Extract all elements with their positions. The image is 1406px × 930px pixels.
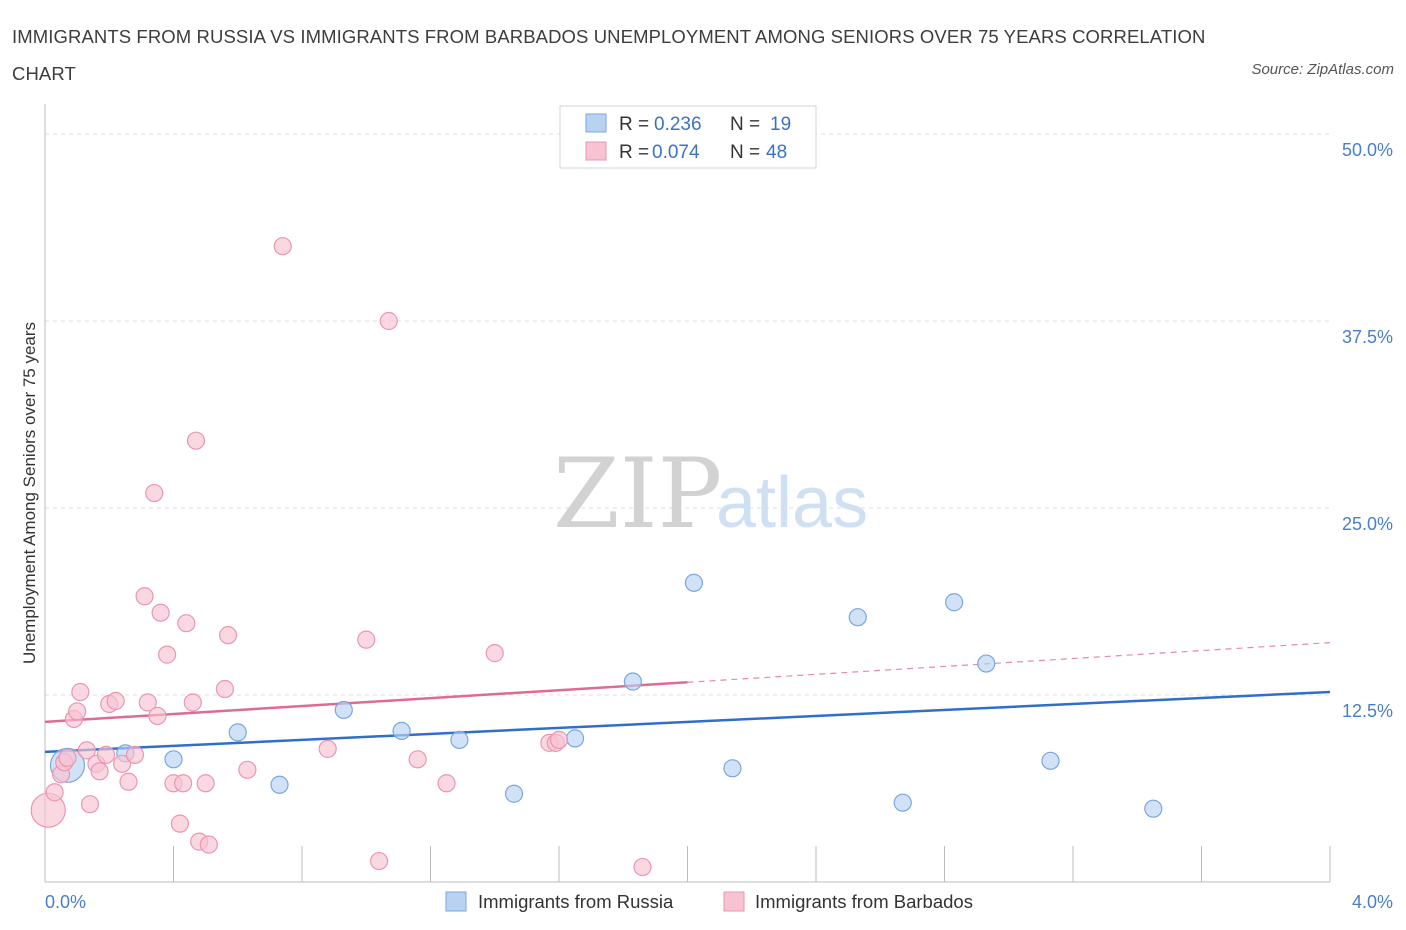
point-barbados-36 [273,237,292,256]
legend-n-value-russia: 19 [770,114,791,135]
point-barbados-8 [77,741,96,760]
legend-n-label-russia: N = [730,114,760,135]
point-barbados-43 [485,644,504,663]
point-barbados-21 [148,706,167,726]
legend-r-label-barbados: R = [619,142,649,163]
point-russia-12 [723,759,742,778]
point-barbados-47 [549,730,569,749]
legend-n-label-barbados: N = [730,142,760,163]
bottom-legend-label-russia: Immigrants from Russia [478,891,674,912]
point-barbados-15 [112,754,132,773]
point-barbados-25 [170,814,190,833]
point-russia-14 [893,793,912,812]
point-russia-9 [565,729,585,748]
legend-top: R = 0.236 N = 19 R = 0.074 N = 48 [559,105,817,169]
point-barbados-18 [135,587,154,606]
legend-swatch-barbados [585,141,607,161]
point-barbados-6 [68,702,87,721]
y-tick-label-2: 37.5% [1342,327,1393,347]
point-barbados-39 [370,851,389,871]
point-barbados-27 [177,614,196,633]
bottom-legend-swatch-russia [445,891,467,912]
legend-r-label-russia: R = [619,114,649,135]
point-barbados-34 [219,626,238,645]
point-barbados-31 [196,774,215,793]
legend-bottom: Immigrants from Russia Immigrants from B… [445,891,973,912]
point-russia-10 [623,672,642,691]
point-russia-8 [504,784,524,803]
legend-r-value-russia: 0.236 [654,114,702,135]
point-barbados-16 [119,772,138,791]
point-barbados-40 [379,311,398,331]
point-barbados-26 [174,774,193,793]
watermark-atlas: atlas [716,463,868,543]
legend-n-value-barbados: 48 [766,142,787,163]
point-barbados-32 [199,835,218,854]
point-barbados-20 [145,483,164,503]
point-barbados-19 [138,693,157,712]
watermark: ZIP atlas [553,438,868,550]
bottom-legend-swatch-barbados [723,891,745,912]
point-barbados-29 [186,431,206,450]
point-russia-3 [228,723,247,742]
point-barbados-41 [408,750,427,769]
point-barbados-42 [437,774,456,793]
data-points [30,237,1163,877]
point-barbados-17 [125,745,145,764]
legend-swatch-russia [585,113,607,133]
x-tick-label-0: 0.0% [45,892,86,912]
point-russia-6 [392,721,411,741]
point-barbados-9 [80,795,100,814]
point-russia-15 [945,593,964,612]
point-barbados-23 [157,645,177,664]
point-russia-4 [270,775,289,794]
point-russia-18 [1144,799,1163,818]
bottom-legend-label-barbados: Immigrants from Barbados [755,891,973,912]
point-barbados-4 [58,748,77,767]
point-barbados-38 [357,630,376,649]
grid-lines [45,133,1330,696]
point-russia-5 [334,700,353,720]
point-barbados-1 [45,783,64,802]
point-barbados-46 [633,857,652,877]
watermark-zip: ZIP [553,438,722,550]
point-barbados-35 [238,760,257,779]
point-barbados-28 [183,693,202,712]
x-tick-label-1: 4.0% [1352,892,1393,912]
legend-r-value-barbados: 0.074 [652,142,700,163]
y-tick-label-1: 25.0% [1342,514,1393,534]
point-russia-17 [1041,751,1060,770]
point-barbados-22 [151,603,170,622]
point-barbados-7 [71,682,90,702]
point-barbados-37 [318,739,337,758]
point-russia-16 [977,654,996,673]
point-russia-2 [164,750,183,769]
point-barbados-33 [215,679,234,699]
trend-line-dashed-barbados [687,642,1331,683]
point-barbados-11 [90,762,109,781]
tick-labels: 12.5% 25.0% 37.5% 50.0% 0.0% 4.0% [45,140,1393,912]
point-russia-13 [848,608,867,627]
point-barbados-14 [106,691,125,711]
point-barbados-12 [96,745,116,764]
axes [44,104,1331,883]
source-label: Source: ZipAtlas.com [1251,61,1394,78]
point-russia-7 [450,730,469,749]
y-axis-label: Unemployment Among Seniors over 75 years [20,322,39,664]
y-tick-label-3: 50.0% [1342,140,1393,160]
chart-title: IMMIGRANTS FROM RUSSIA VS IMMIGRANTS FRO… [12,26,1206,84]
point-russia-11 [684,573,704,592]
y-tick-label-0: 12.5% [1342,701,1393,721]
trend-line-russia [44,690,1331,754]
